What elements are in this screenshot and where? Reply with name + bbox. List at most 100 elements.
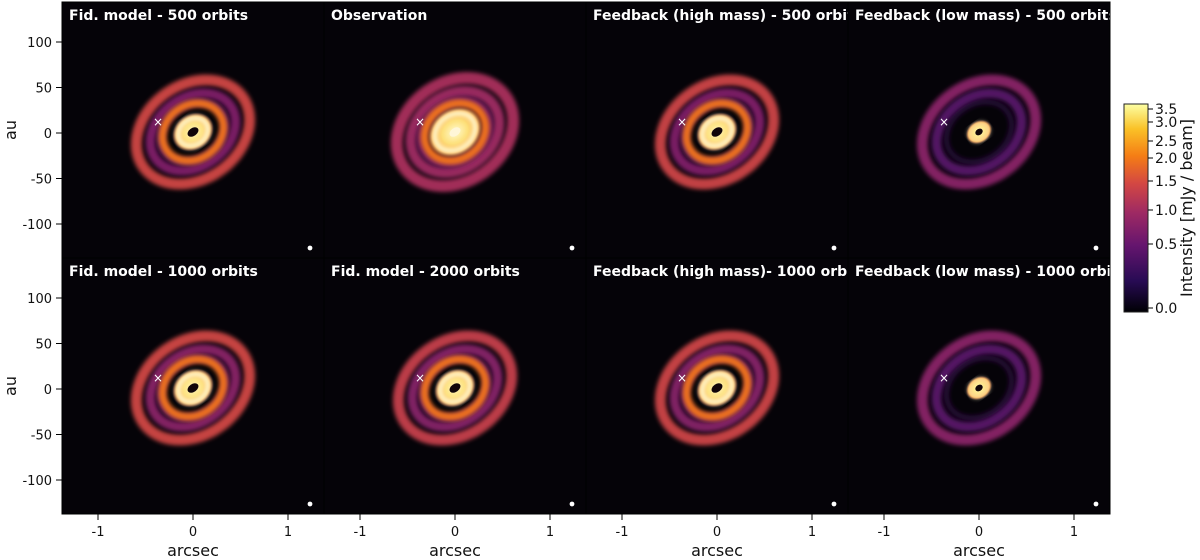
disk-ring: [931, 88, 1027, 176]
beam-dot: [307, 245, 313, 251]
colorbar-tick-label: 3.5: [1155, 102, 1177, 118]
panel-4: × Feedback (low mass) - 500 orbits: [847, 1, 1117, 259]
panel-title: Feedback (high mass)- 1000 orbits: [593, 264, 867, 280]
panel-title: Fid. model - 1000 orbits: [69, 264, 258, 280]
disk-ring: [916, 330, 1042, 446]
colorbar-tick-label: 0.5: [1155, 237, 1177, 253]
core-ring: [699, 115, 735, 149]
panel-title: Fid. model - 2000 orbits: [331, 264, 520, 280]
y-tick-label: 100: [27, 292, 52, 307]
disk-ring: [390, 72, 520, 192]
colorbar-gradient: [1123, 103, 1149, 313]
x-tick-layer: -1 0 1 arcsec -1 0 1 arcsec -1 0 1 arcsec -1 0 1 arcsec: [92, 514, 1078, 560]
planet-marker: ×: [677, 371, 687, 385]
beam-dot: [831, 245, 837, 251]
inner-ring: [420, 355, 490, 421]
inner-ring: [682, 355, 752, 421]
central-cavity: [187, 127, 199, 137]
disk-ring: [916, 74, 1042, 190]
beam-dot: [1093, 245, 1099, 251]
x-tick-label: 1: [284, 525, 292, 540]
central-cavity: [711, 383, 723, 393]
colorbar-tick-label: 2.5: [1155, 134, 1177, 150]
disk-image: [130, 74, 256, 190]
disk-ring: [145, 344, 241, 432]
colorbar-label: Intensity [mJy / beam]: [1177, 119, 1196, 297]
central-cavity: [711, 127, 723, 137]
inner-ring: [158, 355, 228, 421]
colorbar: 3.53.0 2.52.0 1.5 1.0 0.5 0.0 Intensity [mJy …: [1123, 102, 1196, 317]
beam-dot: [569, 501, 575, 507]
core-ring: [431, 110, 479, 154]
disk-ring: [931, 344, 1027, 432]
panel-7: × Feedback (high mass)- 1000 orbits: [585, 257, 867, 515]
colorbar-tick-label: 1.5: [1155, 174, 1177, 190]
panel-title: Feedback (low mass) - 1000 orbits: [855, 264, 1126, 280]
colorbar-tick-label: 0.0: [1155, 301, 1177, 317]
y-tick-label: -100: [22, 218, 52, 233]
central-cavity: [449, 127, 461, 137]
x-tick-label: -1: [616, 525, 629, 540]
panel-8: × Feedback (low mass) - 1000 orbits: [847, 257, 1126, 515]
y-tick-label: -50: [31, 429, 52, 444]
y-tick-label: 0: [44, 127, 52, 142]
core-ring: [175, 371, 211, 405]
disk-ring: [405, 85, 505, 179]
planet-marker: ×: [939, 371, 949, 385]
panel-title: Observation: [331, 8, 427, 24]
disk-ring: [407, 344, 503, 432]
core-ring: [968, 377, 990, 399]
planet-marker: ×: [939, 115, 949, 129]
beam-dot: [569, 245, 575, 251]
core-ring: [437, 371, 473, 405]
beam-dot: [307, 501, 313, 507]
planet-marker: ×: [153, 371, 163, 385]
disk-image: [916, 330, 1042, 446]
central-cavity: [187, 383, 199, 393]
disk-ring: [654, 74, 780, 190]
panel-3: × Feedback (high mass) - 500 orbits: [585, 1, 862, 259]
y-tick-label: 50: [35, 338, 52, 353]
disk-ring: [130, 74, 256, 190]
central-cavity: [975, 384, 983, 392]
central-cavity: [975, 128, 983, 136]
colorbar-tick-label: 3.0: [1155, 115, 1177, 131]
disk-ring: [392, 330, 518, 446]
y-axis-label-bottom: au: [1, 376, 20, 396]
core-ring: [175, 115, 211, 149]
x-axis-label: arcsec: [429, 541, 481, 560]
planet-marker: ×: [415, 371, 425, 385]
disk-image: [654, 74, 780, 190]
y-tick-label: -100: [22, 474, 52, 489]
panel-6: × Fid. model - 2000 orbits: [323, 257, 587, 515]
y-tick-label: -50: [31, 173, 52, 188]
panel-title: Fid. model - 500 orbits: [69, 8, 248, 24]
x-axis-label: arcsec: [953, 541, 1005, 560]
disk-ring: [145, 88, 241, 176]
x-tick-label: -1: [354, 525, 367, 540]
x-tick-label: 0: [713, 525, 721, 540]
x-axis-label: arcsec: [691, 541, 743, 560]
central-cavity: [449, 383, 461, 393]
disk-ring: [130, 330, 256, 446]
beam-dot: [831, 501, 837, 507]
inner-ring: [682, 99, 752, 165]
panel-1: × Fid. model - 500 orbits: [61, 1, 325, 259]
x-tick-label: -1: [92, 525, 105, 540]
planet-marker: ×: [677, 115, 687, 129]
panel-5: × Fid. model - 1000 orbits: [61, 257, 325, 515]
y-tick-label: 50: [35, 82, 52, 97]
y-tick-layer: 100 50 0 -50 -100 100 50 0 -50 -100: [22, 36, 62, 489]
x-tick-label: 1: [546, 525, 554, 540]
disk-image: [916, 74, 1042, 190]
x-tick-label: 0: [975, 525, 983, 540]
core-ring: [699, 371, 735, 405]
x-tick-label: 0: [189, 525, 197, 540]
x-tick-label: 1: [808, 525, 816, 540]
disk-image: [392, 330, 518, 446]
colorbar-tick-label: 1.0: [1155, 203, 1177, 219]
colorbar-ticks: 3.53.0 2.52.0 1.5 1.0 0.5 0.0: [1148, 102, 1177, 317]
disk-ring: [669, 344, 765, 432]
disk-ring: [654, 330, 780, 446]
